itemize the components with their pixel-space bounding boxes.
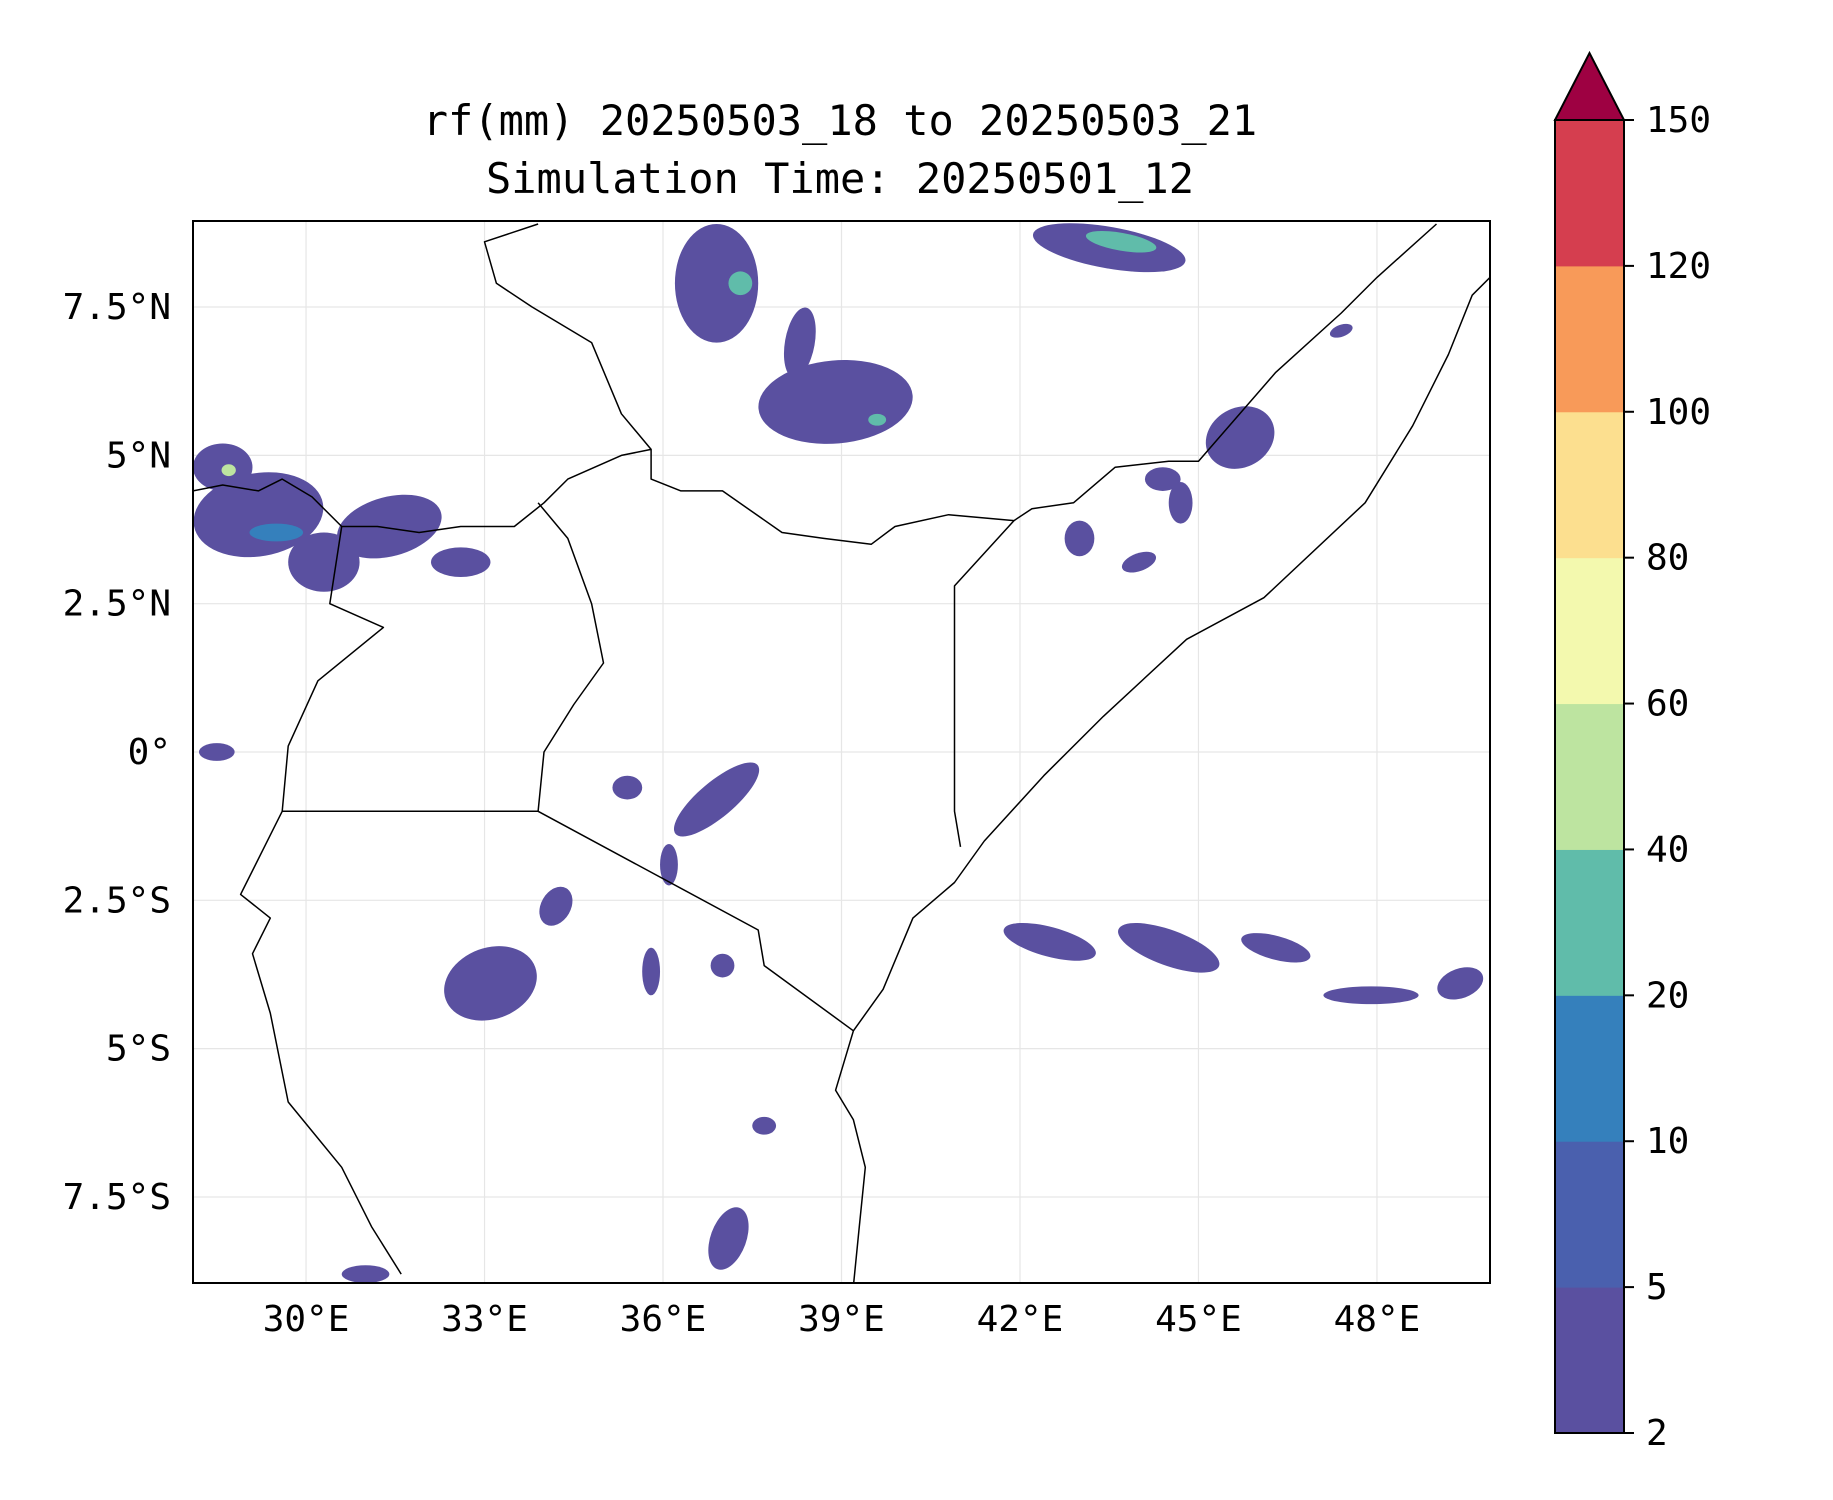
rain-cell <box>1241 933 1311 963</box>
colorbar-tick-label: 100 <box>1646 392 1711 433</box>
colorbar-segment <box>1555 411 1624 559</box>
lon-tick-label: 45°E <box>1155 1299 1242 1340</box>
rain-cell <box>1168 482 1193 524</box>
colorbar-segment <box>1555 995 1624 1142</box>
lon-tick-label: 33°E <box>441 1299 528 1340</box>
rain-cell <box>612 775 643 800</box>
colorbar-tick-label: 40 <box>1646 829 1689 870</box>
rain-cell <box>708 1207 749 1270</box>
rain-cell <box>710 953 735 978</box>
rain-cell <box>660 843 678 886</box>
rain-cell <box>1329 323 1353 338</box>
rain-cell <box>642 947 661 996</box>
borders-and-coastline <box>193 223 1490 1283</box>
country-border <box>537 502 605 812</box>
rainfall-field <box>193 223 1484 1283</box>
colorbar-tick-label: 60 <box>1646 684 1689 725</box>
lon-tick-label: 39°E <box>798 1299 885 1340</box>
map-axis-ticks: 30°E 33°E 36°E 39°E 42°E 45°E 48°E 7.5°N 5°N 2.5°… <box>63 287 1421 1340</box>
lat-tick-label: 7.5°N <box>63 287 171 328</box>
colorbar-segment <box>1555 1141 1624 1288</box>
colorbar-segment <box>1555 265 1624 413</box>
country-border <box>239 526 402 1275</box>
rain-cell <box>1118 922 1220 973</box>
rain-cell <box>728 271 753 296</box>
lon-tick-label: 48°E <box>1334 1299 1421 1340</box>
lon-tick-label: 36°E <box>620 1299 707 1340</box>
colorbar-tick-label: 120 <box>1646 246 1711 287</box>
rain-cell <box>1003 922 1096 961</box>
rain-cell <box>430 547 491 577</box>
country-border <box>282 810 854 1032</box>
colorbar-extend-arrow <box>1553 50 1626 121</box>
map-frame <box>192 220 1491 1284</box>
lat-tick-label: 2.5°S <box>63 880 171 921</box>
map-title-line-2: Simulation Time: 20250501_12 <box>485 154 1194 203</box>
lat-tick-label: 5°N <box>106 435 171 476</box>
lat-tick-label: 5°S <box>106 1029 171 1070</box>
country-border <box>193 223 1438 546</box>
rain-cell <box>341 1265 390 1283</box>
rain-cell <box>337 494 442 559</box>
rain-cell <box>198 743 235 761</box>
rain-cell <box>1205 406 1275 469</box>
rain-cell <box>1064 520 1095 557</box>
colorbar-tick-label: 20 <box>1646 975 1689 1016</box>
coastline <box>834 276 1490 1283</box>
lat-tick-label: 0° <box>128 732 171 773</box>
map-title-line-1: rf(mm) 20250503_18 to 20250503_21 <box>422 96 1258 145</box>
rain-cell <box>444 946 537 1021</box>
colorbar-segment <box>1555 849 1624 996</box>
colorbar-segment <box>1555 120 1624 267</box>
colorbar-tick-label: 150 <box>1646 100 1711 141</box>
rain-cell <box>1437 967 1484 1000</box>
colorbar-tick-label: 80 <box>1646 538 1689 579</box>
lat-tick-label: 7.5°S <box>63 1177 171 1218</box>
rain-cell <box>752 1116 777 1135</box>
colorbar-segment <box>1555 557 1624 705</box>
rain-cell <box>1144 467 1181 491</box>
graticule <box>193 221 1490 1283</box>
colorbar-tick-label: 2 <box>1646 1413 1668 1454</box>
lon-tick-label: 30°E <box>263 1299 350 1340</box>
rain-cell <box>539 886 573 926</box>
lon-tick-label: 42°E <box>977 1299 1064 1340</box>
colorbar-tick-label: 10 <box>1646 1121 1689 1162</box>
country-border <box>953 520 1015 848</box>
lat-tick-label: 2.5°N <box>63 584 171 625</box>
colorbar-tick-label: 5 <box>1646 1267 1668 1308</box>
rain-cell <box>221 464 236 477</box>
colorbar: 2 5 10 20 40 60 80 100 120 150 <box>1553 50 1711 1454</box>
rain-cell <box>783 307 816 378</box>
colorbar-segment <box>1555 1287 1624 1434</box>
country-border <box>483 223 652 450</box>
rain-cell <box>249 523 304 542</box>
rain-cell <box>674 223 759 343</box>
rain-cell <box>1121 551 1157 573</box>
rain-cell <box>673 762 760 837</box>
rain-cell <box>1085 231 1157 253</box>
rain-cell <box>868 413 887 426</box>
colorbar-segment <box>1555 703 1624 850</box>
rain-cell <box>1323 986 1419 1005</box>
colorbar-frame <box>1554 119 1625 1434</box>
